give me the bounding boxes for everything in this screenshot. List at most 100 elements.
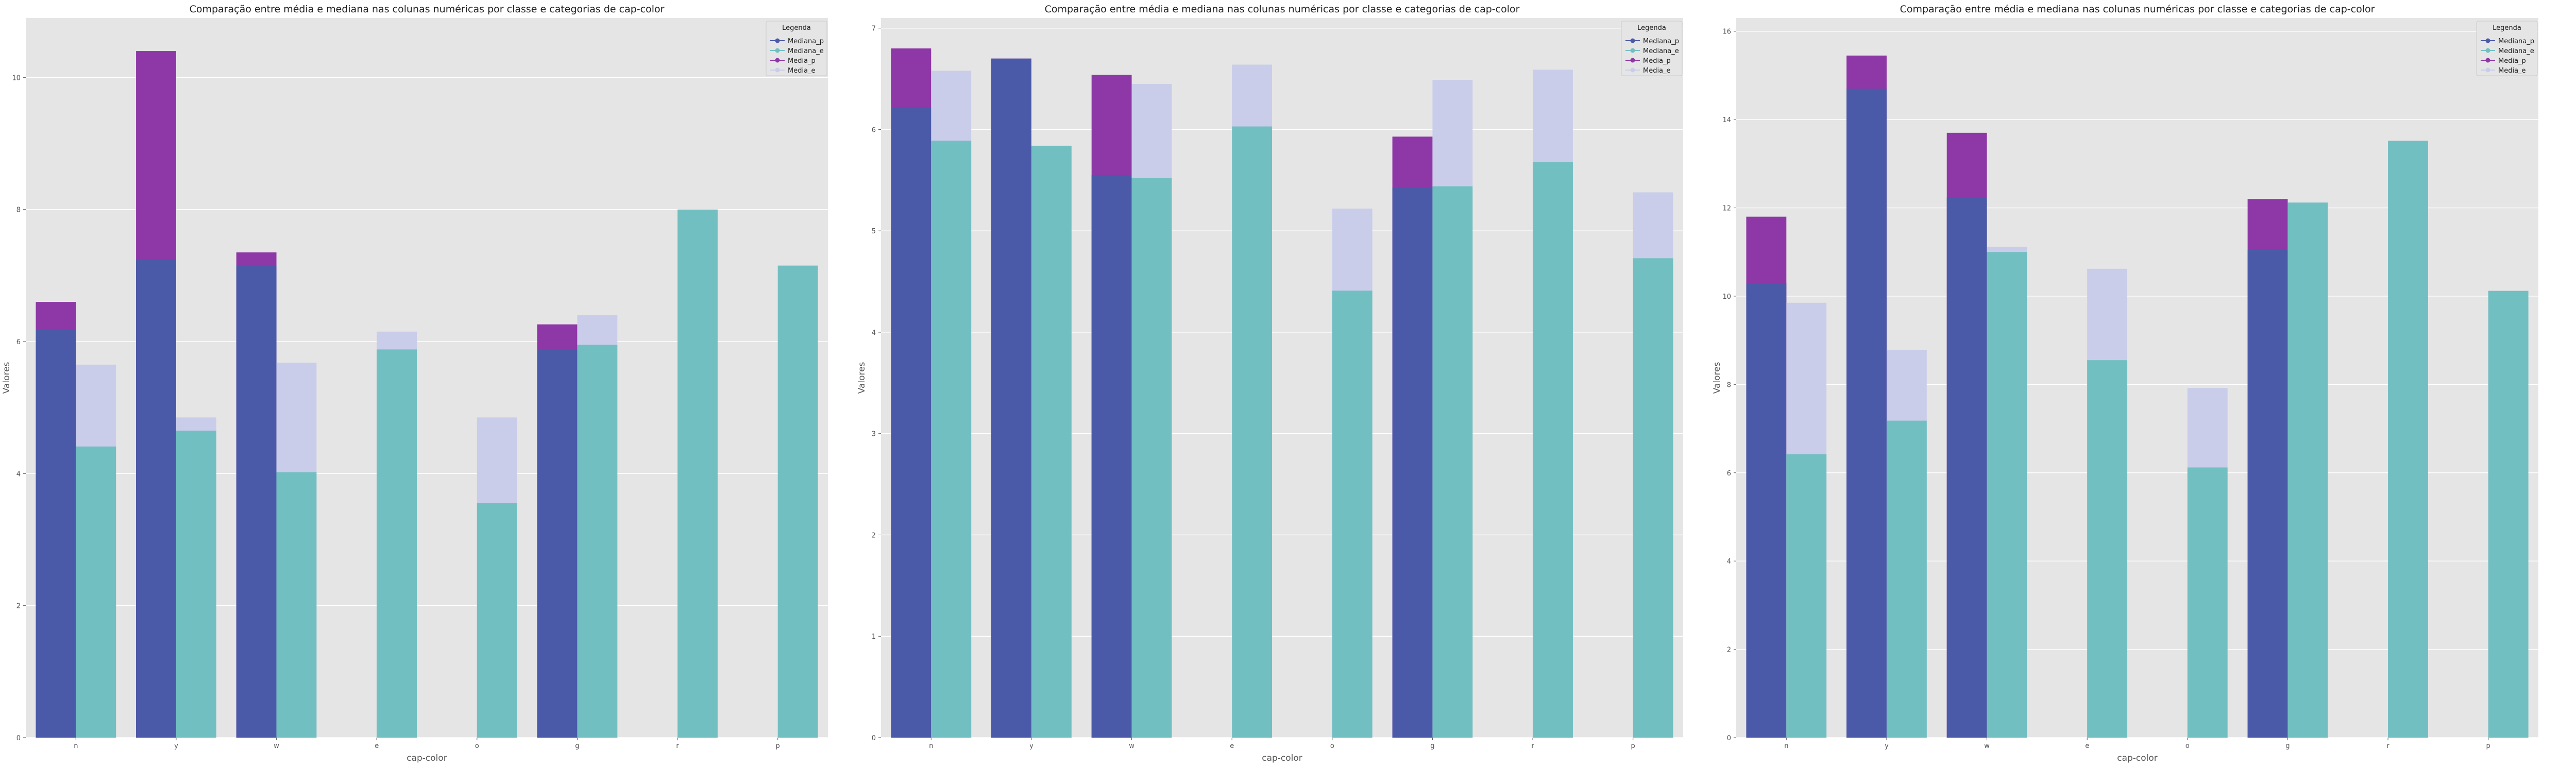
bar-mediana-e <box>276 472 317 738</box>
bar-mediana-p <box>1392 187 1433 738</box>
legend-entry: Mediana_p <box>788 38 824 45</box>
x-tick-label: n <box>929 742 933 750</box>
y-tick-label: 6 <box>872 126 876 134</box>
y-tick-label: 1 <box>872 633 876 641</box>
y-tick-label: 12 <box>1722 205 1731 213</box>
legend-marker <box>1630 58 1635 63</box>
y-tick-label: 2 <box>1727 646 1731 654</box>
legend-marker <box>1630 38 1635 43</box>
legend-marker <box>2485 58 2490 63</box>
bar-mediana-e <box>176 431 216 738</box>
legend-entry: Media_p <box>788 57 816 65</box>
legend-title: Legenda <box>2493 24 2521 32</box>
bar-mediana-e <box>777 265 818 738</box>
y-tick-label: 14 <box>1722 116 1731 124</box>
bar-mediana-p <box>1846 89 1887 738</box>
legend-title: Legenda <box>782 24 811 32</box>
bar-mediana-p <box>1091 175 1132 738</box>
x-tick-label: w <box>274 742 279 750</box>
bar-mediana-e <box>1633 258 1673 738</box>
bar-mediana-p <box>1746 283 1787 738</box>
x-tick-label: g <box>1430 742 1434 750</box>
chart-2: Comparação entre média e mediana nas col… <box>857 4 1683 763</box>
bar-mediana-e <box>677 209 718 738</box>
legend-entry: Media_e <box>1643 67 1671 75</box>
bar-mediana-e <box>76 446 116 738</box>
x-tick-label: w <box>1984 742 1990 750</box>
x-tick-label: r <box>2386 742 2389 750</box>
bar-mediana-p <box>136 260 176 738</box>
x-tick-label: p <box>1631 742 1635 750</box>
x-tick-label: y <box>1885 742 1889 750</box>
bar-mediana-e <box>931 141 972 738</box>
legend-entry: Media_p <box>2498 57 2526 65</box>
y-tick-label: 2 <box>16 603 21 610</box>
y-tick-label: 2 <box>872 532 876 539</box>
legend-marker <box>775 48 780 53</box>
legend-entry: Media_e <box>788 67 816 75</box>
chart-title: Comparação entre média e mediana nas col… <box>190 4 665 15</box>
x-tick-label: w <box>1129 742 1134 750</box>
bar-mediana-p <box>2247 249 2288 738</box>
x-tick-label: n <box>1784 742 1788 750</box>
bar-mediana-e <box>1533 162 1573 738</box>
legend-entry: Media_e <box>2498 67 2526 75</box>
legend-entry: Mediana_e <box>788 47 824 55</box>
y-tick-label: 4 <box>1727 558 1731 566</box>
legend-box <box>766 21 827 76</box>
y-tick-label: 16 <box>1722 28 1731 36</box>
bar-mediana-e <box>477 503 517 738</box>
bar-mediana-e <box>1432 186 1473 738</box>
legend-marker <box>1630 48 1635 53</box>
x-tick-label: e <box>1230 742 1234 750</box>
legend-marker <box>775 38 780 43</box>
bar-mediana-e <box>577 345 618 738</box>
bar-mediana-e <box>1332 291 1372 738</box>
y-tick-label: 10 <box>1722 293 1731 301</box>
legend: Legenda Mediana_p Mediana_e Media_p Media_e <box>1621 21 1683 76</box>
x-tick-label: e <box>2085 742 2089 750</box>
x-axis-label: cap-color <box>1262 753 1302 763</box>
legend: Legenda Mediana_p Mediana_e Media_p Media_e <box>766 21 827 76</box>
legend-entry: Mediana_e <box>1643 47 1679 55</box>
bar-mediana-e <box>1987 252 2027 738</box>
x-tick-label: p <box>776 742 780 750</box>
y-tick-label: 6 <box>1727 470 1731 478</box>
x-axis-label: cap-color <box>406 753 447 763</box>
legend-marker <box>2485 48 2490 53</box>
legend-entry: Mediana_e <box>2498 47 2534 55</box>
y-tick-label: 10 <box>12 74 21 82</box>
bar-mediana-e <box>1886 420 1927 738</box>
x-tick-label: g <box>2285 742 2290 750</box>
bar-mediana-e <box>2087 360 2128 738</box>
y-tick-label: 0 <box>16 735 21 742</box>
bar-mediana-e <box>1232 126 1273 738</box>
x-tick-label: o <box>475 742 479 750</box>
bar-mediana-e <box>1786 454 1827 738</box>
x-tick-label: g <box>575 742 579 750</box>
legend-marker <box>775 67 780 73</box>
y-axis-label: Valores <box>2 362 12 394</box>
chart-title: Comparação entre média e mediana nas col… <box>1045 4 1520 15</box>
y-tick-label: 8 <box>16 207 21 214</box>
x-tick-label: p <box>2486 742 2490 750</box>
y-tick-label: 8 <box>1727 381 1731 389</box>
bar-mediana-e <box>2488 291 2529 738</box>
bar-mediana-p <box>537 349 578 738</box>
x-tick-label: y <box>174 742 178 750</box>
legend-marker <box>2485 67 2490 73</box>
y-tick-label: 5 <box>872 228 876 235</box>
x-tick-label: y <box>1029 742 1033 750</box>
bar-mediana-p <box>991 58 1031 738</box>
legend-entry: Media_p <box>1643 57 1671 65</box>
chart-3: Comparação entre média e mediana nas col… <box>1712 4 2538 763</box>
legend-entry: Mediana_p <box>1643 38 1679 45</box>
bar-mediana-e <box>1031 145 1072 738</box>
bar-mediana-e <box>377 349 417 738</box>
legend-box <box>2476 21 2538 76</box>
y-tick-label: 7 <box>872 25 876 33</box>
bar-mediana-e <box>1131 178 1172 738</box>
bar-mediana-e <box>2388 141 2428 738</box>
y-tick-label: 3 <box>872 431 876 438</box>
x-tick-label: r <box>676 742 679 750</box>
